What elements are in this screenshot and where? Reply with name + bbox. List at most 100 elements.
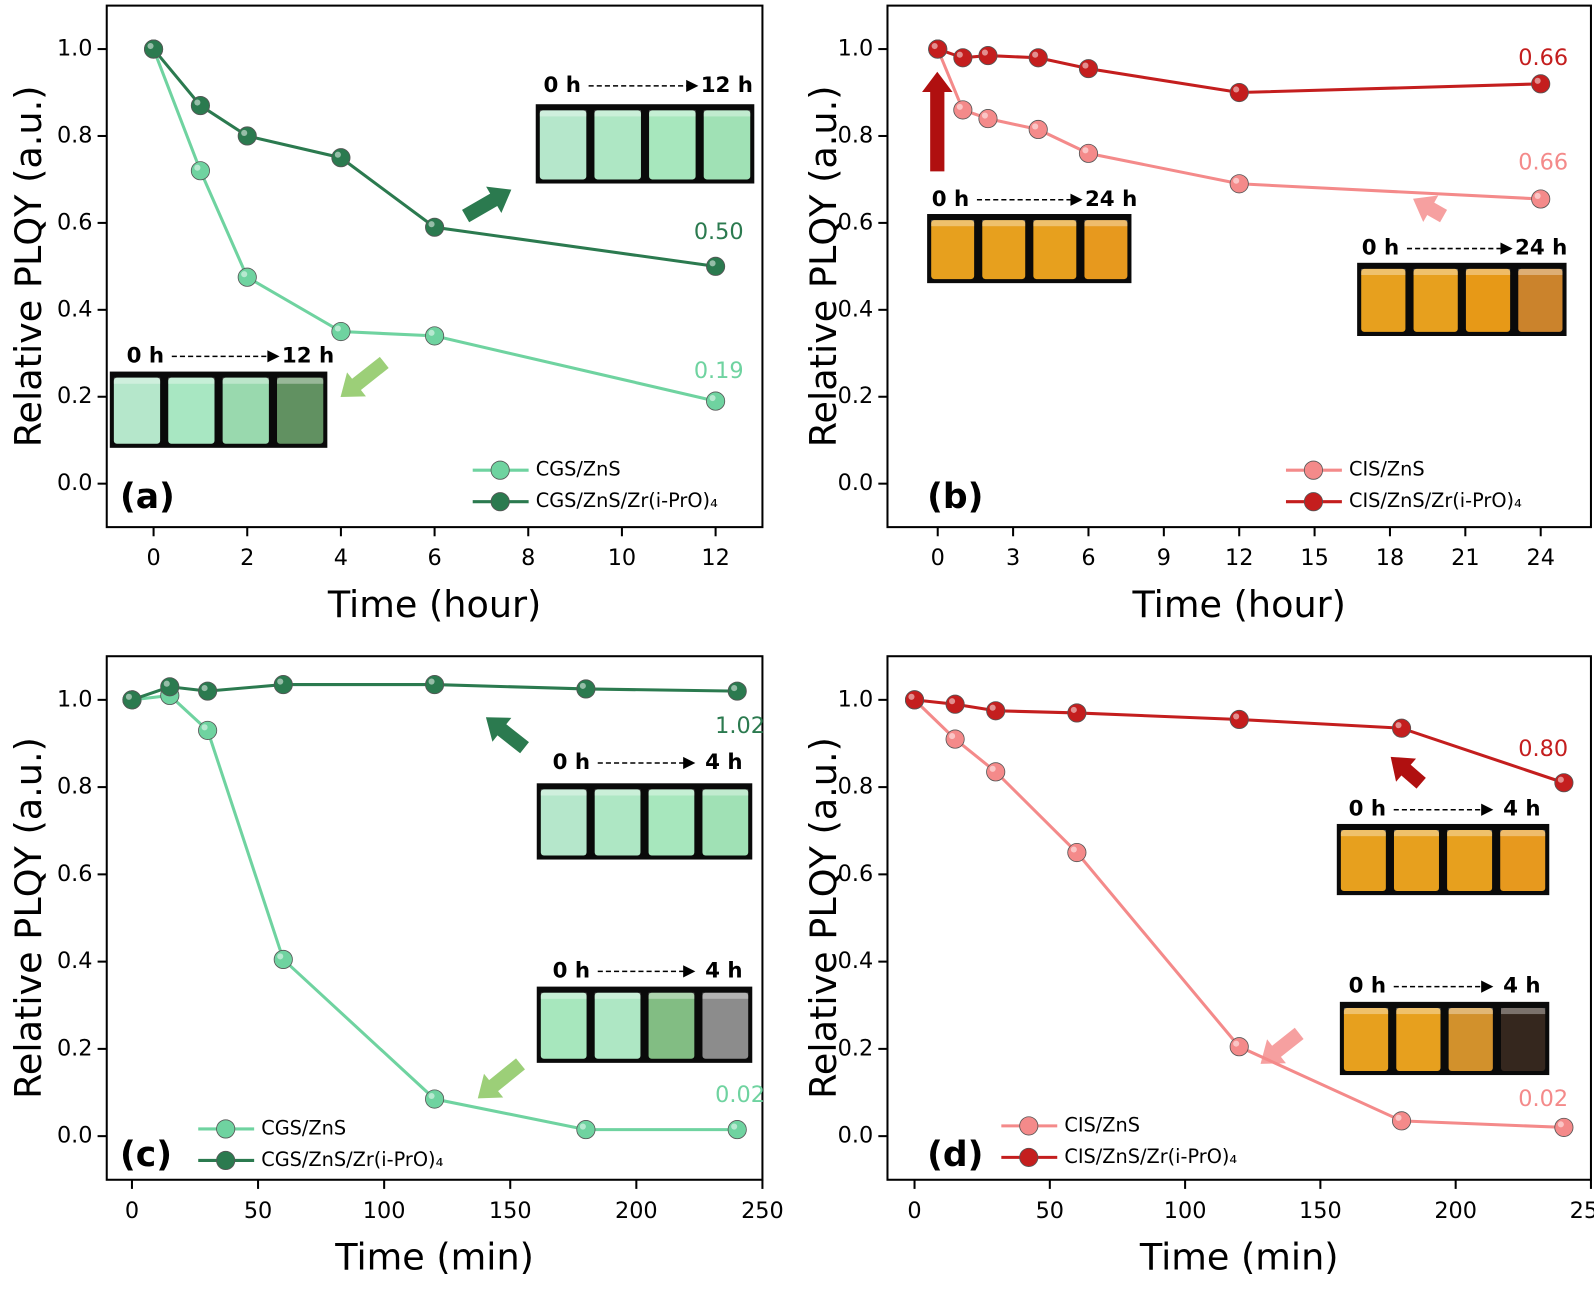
y-axis-title: Relative PLQY (a.u.) [7, 85, 50, 447]
legend-marker [490, 460, 510, 480]
point-highlight [241, 129, 248, 136]
vial-highlight [539, 110, 587, 117]
data-point [727, 681, 747, 701]
data-point [953, 100, 973, 120]
data-point [425, 1089, 445, 1109]
point-highlight [428, 221, 435, 228]
data-point [122, 690, 142, 710]
point-highlight [1557, 1121, 1564, 1128]
x-tick-label: 0 [907, 1198, 921, 1224]
data-point [1028, 119, 1048, 140]
x-tick-label: 150 [1299, 1198, 1342, 1224]
arrow [922, 71, 953, 172]
inset-time-label: 0 h [1349, 797, 1386, 822]
legend-marker [1019, 1116, 1039, 1136]
panel-label: (d) [927, 1135, 983, 1175]
vial [1396, 1007, 1441, 1071]
arrow [462, 186, 512, 223]
point-highlight [709, 394, 716, 402]
data-point [425, 326, 445, 346]
point-highlight [1070, 706, 1077, 713]
data-point [986, 701, 1006, 721]
data-point [331, 148, 351, 168]
vial-highlight [1033, 220, 1077, 227]
vial [168, 377, 215, 444]
inset-time-label: 4 h [705, 958, 742, 983]
vial [277, 377, 324, 444]
data-point [978, 109, 998, 129]
point-highlight [147, 42, 154, 50]
point-highlight [908, 693, 915, 700]
point-highlight [949, 733, 956, 740]
y-axis-title: Relative PLQY (a.u.) [7, 737, 50, 1099]
vial-highlight [1084, 220, 1128, 227]
point-highlight [1534, 77, 1541, 84]
point-highlight [1082, 147, 1089, 154]
data-point [331, 321, 351, 342]
vial-highlight [649, 110, 696, 117]
y-tick-label: 1.0 [57, 36, 93, 62]
plot-frame [105, 655, 764, 1181]
panel-label: (b) [927, 477, 983, 517]
vial-highlight [594, 110, 641, 117]
arrow [1390, 756, 1426, 789]
vial-highlight [113, 377, 161, 384]
arrow [477, 1058, 525, 1099]
y-tick-label: 0.6 [57, 209, 93, 235]
legend-marker [1303, 460, 1323, 480]
x-tick-label: 0 [931, 545, 945, 571]
point-highlight [956, 51, 963, 58]
data-point [945, 694, 965, 714]
x-tick-label: 21 [1451, 545, 1479, 571]
point-highlight [579, 1123, 586, 1130]
x-tick-label: 250 [741, 1198, 784, 1224]
vial-highlight [594, 992, 641, 999]
legend-marker [1019, 1147, 1039, 1167]
data-point [727, 1120, 747, 1140]
data-point [1554, 773, 1574, 793]
arrow [485, 717, 529, 754]
y-tick-label: 0.0 [838, 470, 874, 496]
value-annotation: 0.50 [694, 219, 744, 245]
point-highlight [201, 724, 208, 731]
value-annotation: 0.66 [1518, 150, 1568, 176]
inset-dash-head [686, 79, 699, 93]
point-highlight [334, 151, 341, 158]
vial-highlight [168, 377, 215, 384]
vial-highlight [1448, 1007, 1493, 1015]
x-tick-label: 18 [1376, 545, 1404, 571]
vial [594, 992, 641, 1059]
inset-time-label: 12 h [701, 73, 753, 98]
data-point [1531, 189, 1551, 209]
data-point [904, 690, 925, 710]
x-axis-title: Time (hour) [327, 583, 541, 626]
point-highlight [956, 103, 963, 110]
x-tick-label: 3 [1006, 545, 1020, 571]
x-tick-label: 6 [427, 545, 441, 571]
y-tick-label: 1.0 [838, 686, 874, 712]
vial-highlight [1518, 268, 1563, 276]
point-highlight [1534, 192, 1541, 200]
point-highlight [981, 112, 988, 119]
data-point [978, 46, 998, 66]
inset-time-label: 0 h [1362, 236, 1399, 261]
y-tick-label: 0.6 [838, 861, 874, 887]
vial-highlight [648, 992, 695, 999]
vial-highlight [1413, 268, 1458, 276]
vial [540, 789, 587, 856]
data-point [1028, 48, 1048, 68]
vial-highlight [1361, 268, 1406, 276]
point-highlight [1233, 1040, 1240, 1047]
data-point [1229, 1037, 1249, 1057]
vial-highlight [931, 220, 975, 227]
data-point [425, 217, 445, 237]
y-tick-label: 0.0 [838, 1123, 874, 1149]
inset-dash-head [1070, 193, 1083, 206]
x-tick-label: 0 [125, 1198, 139, 1224]
legend-label: CGS/ZnS [261, 1116, 346, 1139]
data-point [1067, 842, 1087, 863]
y-tick-label: 0.8 [57, 122, 93, 148]
data-point [425, 675, 445, 695]
vial [1413, 268, 1458, 332]
